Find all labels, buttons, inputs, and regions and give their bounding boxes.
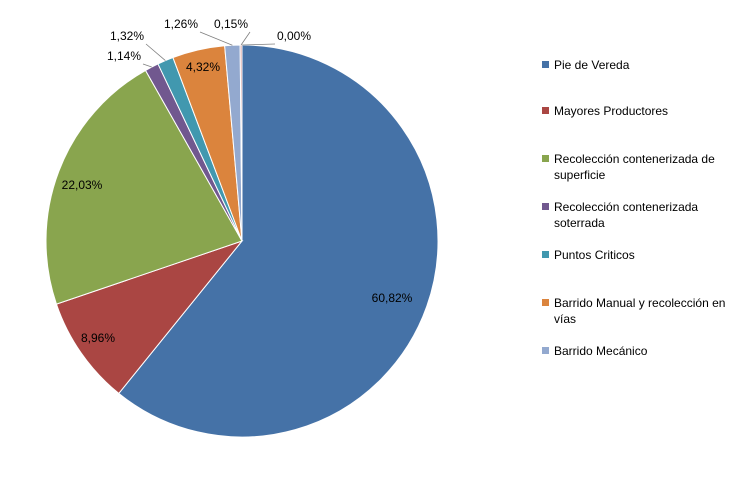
leader-line-slice-8: [240, 31, 251, 46]
legend-label: Mayores Productores: [554, 104, 669, 118]
legend-item: Mayores Productores: [542, 103, 727, 119]
legend-label: Recolección contenerizada soterrada: [554, 200, 699, 230]
pie-slice-pie-de-vereda: [118, 44, 439, 438]
data-label-barrido-manual-y-recoleccion-en-vias: 4,32%: [186, 60, 220, 74]
legend-swatch: [542, 155, 549, 162]
data-label-pie-de-vereda: 60,82%: [372, 291, 413, 305]
legend-label: Barrido Manual y recolección en vías: [554, 296, 726, 326]
legend-item: Puntos Criticos: [542, 247, 727, 263]
data-label-slice-9: 0,00%: [277, 29, 311, 43]
chart-legend: Pie de Vereda Mayores Productores Recolecc…: [542, 0, 727, 481]
pie-slice-recoleccion-contenerizada-de-superficie: [45, 69, 243, 305]
pie-slice-mayores-productores: [55, 239, 244, 395]
legend-item: Barrido Mecánico: [542, 343, 727, 359]
data-label-puntos-criticos: 1,32%: [110, 29, 144, 43]
leader-line-recoleccion-contenerizada-soterrada: [142, 63, 152, 68]
legend-label: Barrido Mecánico: [554, 344, 648, 358]
legend-swatch: [542, 203, 549, 210]
legend-item: Recolección contenerizada de superficie: [542, 151, 727, 183]
legend-swatch: [542, 61, 549, 68]
data-label-slice-8: 0,15%: [214, 17, 248, 31]
legend-label: Puntos Criticos: [554, 248, 635, 262]
data-label-recoleccion-contenerizada-soterrada: 1,14%: [107, 49, 141, 63]
data-label-recoleccion-contenerizada-de-superficie: 22,03%: [62, 178, 103, 192]
legend-label: Pie de Vereda: [554, 58, 630, 72]
data-label-mayores-productores: 8,96%: [81, 331, 115, 345]
data-label-barrido-mecanico: 1,26%: [164, 17, 198, 31]
legend-item: Pie de Vereda: [542, 57, 727, 73]
legend-item: Recolección contenerizada soterrada: [542, 199, 727, 231]
legend-swatch: [542, 347, 549, 354]
legend-swatch: [542, 299, 549, 306]
legend-swatch: [542, 251, 549, 258]
leader-line-slice-9: [241, 43, 276, 46]
legend-item: Barrido Manual y recolección en vías: [542, 295, 727, 327]
legend-swatch: [542, 107, 549, 114]
leader-line-barrido-mecanico: [199, 31, 233, 46]
leader-line-puntos-criticos: [145, 43, 166, 61]
legend-label: Recolección contenerizada de superficie: [554, 152, 715, 182]
